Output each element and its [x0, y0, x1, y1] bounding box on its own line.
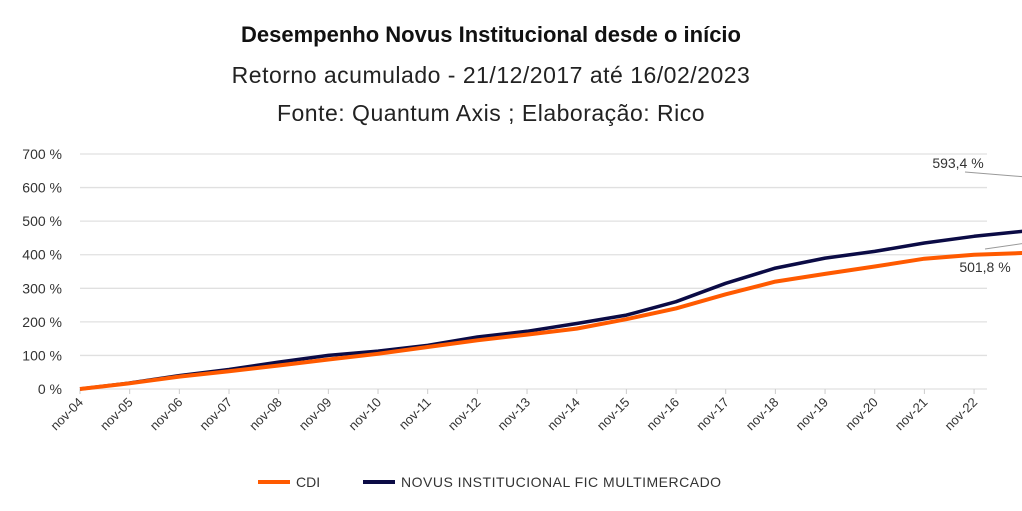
x-tick-label: nov-19	[792, 395, 831, 434]
chart-subtitle: Retorno acumulado - 21/12/2017 até 16/02…	[231, 62, 751, 88]
y-tick-label: 100 %	[22, 347, 62, 363]
series-line-novus	[79, 229, 1022, 391]
chart-title: Desempenho Novus Institucional desde o i…	[241, 22, 741, 47]
y-tick-label: 700 %	[22, 146, 62, 162]
x-tick-label: nov-08	[246, 395, 285, 434]
y-tick-label: 600 %	[22, 180, 62, 196]
x-tick-label: nov-07	[196, 395, 235, 434]
x-tick-label: nov-15	[594, 395, 633, 434]
y-tick-label: 500 %	[22, 213, 62, 229]
x-tick-label: nov-04	[47, 395, 86, 434]
label-leader	[984, 243, 1022, 250]
end-label-novus: 593,4 %	[932, 155, 983, 171]
chart-source: Fonte: Quantum Axis ; Elaboração: Rico	[276, 100, 706, 126]
x-tick-label: nov-05	[97, 395, 136, 434]
x-tick-label: nov-11	[396, 395, 434, 433]
end-label-cdi: 501,8 %	[959, 259, 1010, 275]
y-tick-label: 0 %	[38, 381, 62, 397]
x-tick-label: nov-20	[842, 395, 881, 434]
x-tick-label: nov-10	[345, 395, 384, 434]
x-tick-label: nov-16	[643, 395, 682, 434]
x-tick-label: nov-14	[544, 395, 583, 434]
x-tick-label: nov-21	[892, 395, 931, 434]
series-line-cdi	[79, 251, 1022, 391]
x-tick-label: nov-13	[494, 395, 533, 434]
y-tick-label: 400 %	[22, 247, 62, 263]
label-leader	[964, 171, 1022, 178]
x-tick-label: nov-17	[693, 395, 732, 434]
legend-label-cdi: CDI	[296, 474, 320, 490]
y-tick-label: 300 %	[22, 280, 62, 296]
x-tick-label: nov-12	[445, 395, 484, 434]
x-tick-label: nov-22	[941, 395, 980, 434]
x-tick-label: nov-09	[296, 395, 335, 434]
y-tick-label: 200 %	[22, 314, 62, 330]
x-tick-label: nov-18	[743, 395, 782, 434]
legend-label-novus: NOVUS INSTITUCIONAL FIC MULTIMERCADO	[401, 474, 722, 490]
x-tick-label: nov-06	[147, 395, 186, 434]
